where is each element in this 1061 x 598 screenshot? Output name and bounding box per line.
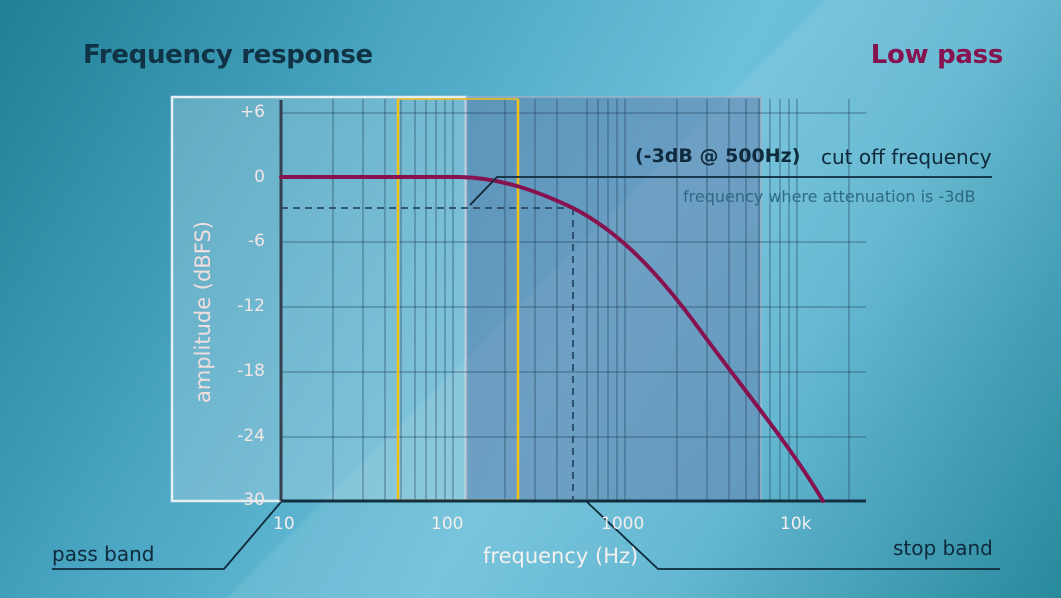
y-tick-label: -30	[237, 490, 265, 510]
page-title: Frequency response	[83, 40, 373, 70]
low-pass-response-curve	[279, 175, 825, 503]
cutoff-leader-line	[469, 176, 992, 206]
y-tick-label: -12	[237, 296, 265, 316]
stop-band-panel	[465, 96, 762, 502]
y-tick-label: -6	[248, 231, 265, 251]
vertical-gridlines	[332, 99, 850, 501]
cutoff-label-annotation: cut off frequency	[821, 145, 992, 169]
filter-type-label: Low pass	[870, 40, 1004, 70]
y-axis-title: amplitude (dBFS)	[191, 221, 215, 403]
x-tick-label: 10	[273, 514, 295, 534]
pass-band-label: pass band	[52, 542, 155, 566]
pass-band-leader-line	[52, 501, 282, 570]
cutoff-reference-lines	[281, 207, 574, 501]
cutoff-description-annotation: frequency where attenuation is -3dB	[683, 187, 976, 206]
x-tick-label: 10k	[780, 514, 812, 534]
y-tick-label: -18	[237, 361, 265, 381]
cutoff-value-annotation: (-3dB @ 500Hz)	[635, 145, 801, 167]
y-tick-label: +6	[239, 102, 265, 122]
stop-band-label: stop band	[893, 536, 993, 560]
x-tick-label: 100	[431, 514, 464, 534]
x-tick-label: 1000	[601, 514, 645, 534]
y-tick-label: -24	[237, 426, 265, 446]
x-axis-title: frequency (Hz)	[483, 544, 639, 568]
y-tick-label: 0	[254, 167, 265, 187]
stop-band-leader-line	[586, 501, 1000, 570]
